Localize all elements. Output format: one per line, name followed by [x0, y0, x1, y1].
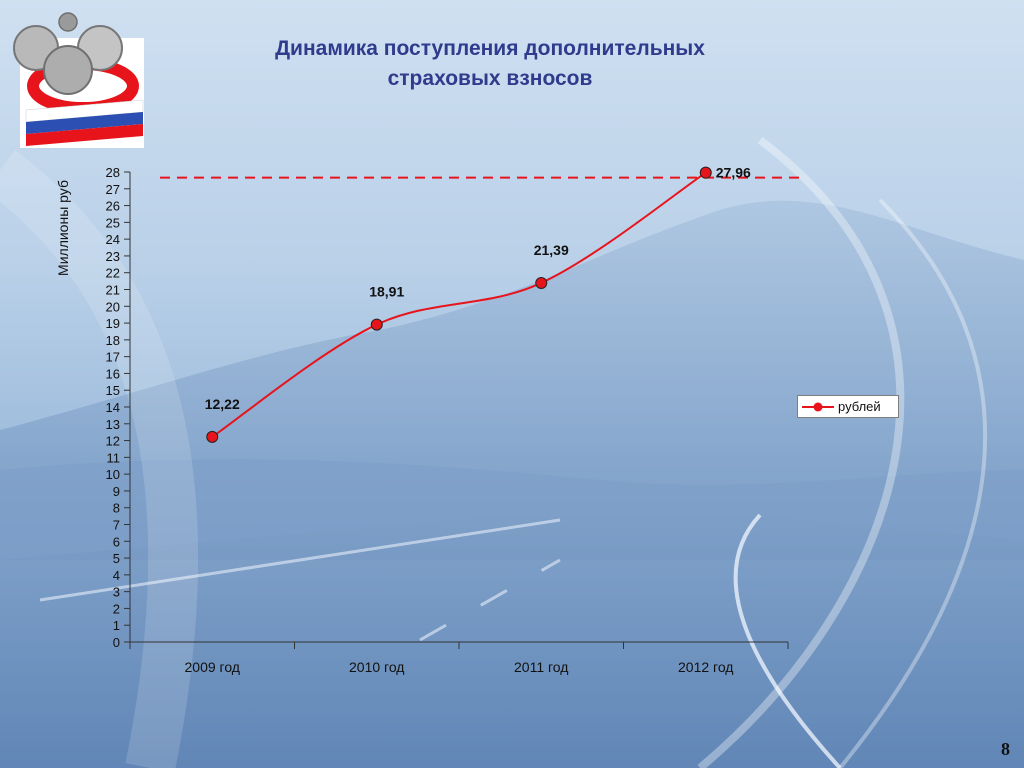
- x-tick-label: 2009 год: [185, 659, 240, 675]
- slide-title: Динамика поступления дополнительных стра…: [190, 34, 790, 94]
- data-label: 12,22: [205, 396, 240, 412]
- x-tick-label: 2012 год: [678, 659, 733, 675]
- y-axis-title: Миллионы руб: [55, 180, 71, 276]
- y-tick-label: 22: [106, 266, 120, 281]
- y-tick-label: 21: [106, 283, 120, 298]
- y-tick-label: 25: [106, 215, 120, 230]
- series-group: [206, 166, 712, 443]
- slide-title-line2: страховых взносов: [387, 67, 593, 90]
- y-tick-label: 18: [106, 333, 120, 348]
- y-tick-label: 5: [113, 551, 120, 566]
- y-axis: 0123456789101112131415161718192021222324…: [106, 165, 131, 650]
- y-tick-label: 9: [113, 484, 120, 499]
- pfr-logo: [13, 12, 144, 148]
- data-labels-group: 12,22 18,91 21,39 27,96: [205, 165, 751, 412]
- data-label: 18,91: [369, 284, 404, 300]
- y-tick-label: 24: [106, 232, 120, 247]
- y-tick-label: 4: [113, 568, 120, 583]
- y-tick-label: 1: [113, 618, 120, 633]
- y-tick-label: 16: [106, 366, 120, 381]
- y-tick-label: 8: [113, 501, 120, 516]
- series-line: [211, 171, 707, 438]
- y-tick-label: 14: [106, 400, 120, 415]
- y-tick-label: 10: [106, 467, 120, 482]
- y-tick-label: 23: [106, 249, 120, 264]
- y-tick-label: 3: [113, 585, 120, 600]
- y-tick-label: 17: [106, 350, 120, 365]
- legend: рублей: [797, 395, 899, 418]
- y-tick-label: 15: [106, 383, 120, 398]
- data-label: 27,96: [716, 165, 751, 181]
- x-tick-label: 2011 год: [514, 659, 568, 675]
- y-tick-label: 6: [113, 534, 120, 549]
- x-tick-label: 2010 год: [349, 659, 404, 675]
- data-point: [535, 276, 548, 289]
- y-tick-label: 13: [106, 417, 120, 432]
- slide-title-line1: Динамика поступления дополнительных: [275, 37, 705, 60]
- coin-icon: [13, 12, 123, 95]
- data-label: 21,39: [534, 242, 569, 258]
- y-tick-label: 11: [107, 450, 121, 465]
- y-tick-label: 28: [106, 165, 120, 180]
- data-point: [206, 430, 219, 443]
- y-tick-label: 7: [113, 518, 120, 533]
- page-number: 8: [1001, 739, 1010, 759]
- y-tick-label: 2: [113, 601, 120, 616]
- y-tick-label: 0: [113, 635, 120, 650]
- data-point: [370, 318, 383, 331]
- legend-label: рублей: [838, 399, 881, 414]
- data-point: [699, 166, 712, 179]
- y-tick-label: 19: [106, 316, 120, 331]
- y-tick-label: 20: [106, 299, 120, 314]
- y-tick-label: 12: [106, 434, 120, 449]
- x-axis: 2009 год 2010 год 2011 год 2012 год: [129, 641, 789, 675]
- russian-flag-icon: [25, 99, 144, 146]
- y-tick-label: 27: [106, 182, 120, 197]
- legend-swatch: [802, 402, 834, 411]
- y-tick-label: 26: [106, 199, 120, 214]
